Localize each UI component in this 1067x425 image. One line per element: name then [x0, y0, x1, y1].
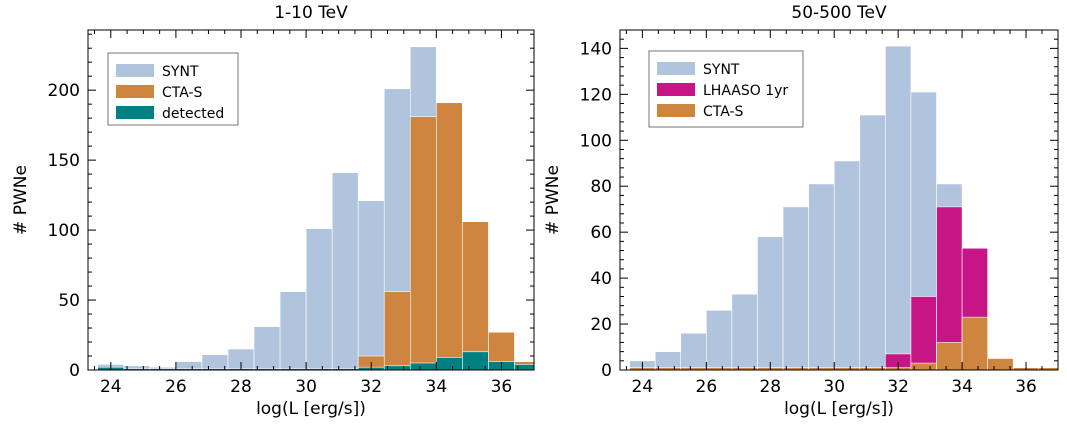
bar	[859, 114, 886, 371]
y-tick-label: 20	[590, 315, 612, 335]
bar	[936, 342, 963, 371]
bar	[253, 326, 281, 371]
y-tick-label: 140	[580, 39, 612, 59]
series-lhaaso-1yr	[885, 206, 988, 371]
legend-swatch	[116, 106, 154, 119]
bar	[808, 183, 835, 371]
y-tick-label: 150	[48, 151, 80, 171]
y-tick-label: 0	[69, 361, 80, 381]
bar	[910, 296, 937, 371]
x-tick-label: 32	[360, 377, 382, 397]
x-tick-label: 28	[230, 377, 252, 397]
y-tick-label: 40	[590, 269, 612, 289]
x-tick-label: 36	[491, 377, 513, 397]
plot-frame	[619, 29, 1059, 371]
legend-swatch	[116, 85, 154, 98]
x-tick-label: 34	[951, 377, 973, 397]
bar	[961, 316, 988, 371]
x-tick-label: 30	[823, 377, 845, 397]
legend-label: detected	[162, 106, 224, 122]
legend-label: LHAASO 1yr	[703, 83, 788, 99]
bar	[201, 354, 229, 371]
legend-label: CTA-S	[162, 85, 203, 101]
y-tick-label: 100	[580, 131, 612, 151]
bar	[409, 362, 437, 371]
y-tick-label: 120	[580, 85, 612, 105]
bar	[383, 365, 411, 371]
y-tick-label: 60	[590, 223, 612, 243]
chart-title: 1-10 TeV	[274, 3, 348, 23]
bar	[331, 172, 359, 371]
bar	[305, 228, 333, 371]
bar	[436, 102, 463, 371]
bar	[731, 293, 758, 371]
legend-label: SYNT	[703, 62, 740, 78]
x-axis-label: log(L [erg/s])	[256, 399, 366, 419]
x-tick-label: 26	[165, 377, 187, 397]
bar	[462, 351, 489, 371]
bar	[910, 362, 937, 371]
bar	[462, 221, 489, 371]
bar	[357, 200, 385, 371]
y-tick-label: 50	[58, 291, 80, 311]
legend-swatch	[657, 62, 695, 75]
legend-label: CTA-S	[703, 104, 744, 120]
x-tick-label: 24	[632, 377, 654, 397]
x-tick-label: 32	[887, 377, 909, 397]
y-axis-label: # PWNe	[543, 165, 563, 235]
bar	[757, 236, 784, 371]
bar	[833, 160, 861, 371]
x-tick-label: 34	[426, 377, 448, 397]
legend-swatch	[657, 104, 695, 117]
x-tick-label: 24	[100, 377, 122, 397]
bar	[436, 357, 463, 371]
chart-panel-2: 24 26 28 30 32 34 36 0 20 40 60 80 100 120 140 50-500 T…	[543, 3, 1059, 419]
chart-panel-1: 24 26 28 30 32 34 36 0 50 100 150 200 1-10 TeV log(L …	[11, 3, 535, 419]
legend-swatch	[657, 83, 695, 96]
y-tick-label: 100	[48, 221, 80, 241]
legend: SYNT CTA-S detected	[107, 52, 239, 126]
x-tick-label: 30	[295, 377, 317, 397]
bar	[680, 332, 707, 371]
x-tick-label: 28	[759, 377, 781, 397]
x-axis-label: log(L [erg/s])	[784, 399, 894, 419]
x-tick-label: 36	[1015, 377, 1037, 397]
y-tick-label: 200	[48, 81, 80, 101]
legend: SYNT LHAASO 1yr CTA-S	[648, 50, 804, 128]
y-tick-label: 80	[590, 177, 612, 197]
bar	[782, 206, 809, 371]
bar	[885, 45, 912, 371]
series-cta-s	[357, 102, 535, 371]
legend-swatch	[116, 64, 154, 77]
bar	[383, 291, 411, 371]
y-tick-label: 0	[601, 361, 612, 381]
plot-frame	[87, 29, 535, 371]
bar	[279, 291, 307, 371]
x-tick-label: 26	[696, 377, 718, 397]
chart-title: 50-500 TeV	[791, 3, 887, 23]
y-axis-label: # PWNe	[11, 165, 31, 235]
bar	[654, 351, 682, 371]
bar	[706, 309, 733, 371]
bar	[987, 358, 1014, 371]
bar	[409, 116, 437, 371]
legend-label: SYNT	[162, 64, 199, 80]
